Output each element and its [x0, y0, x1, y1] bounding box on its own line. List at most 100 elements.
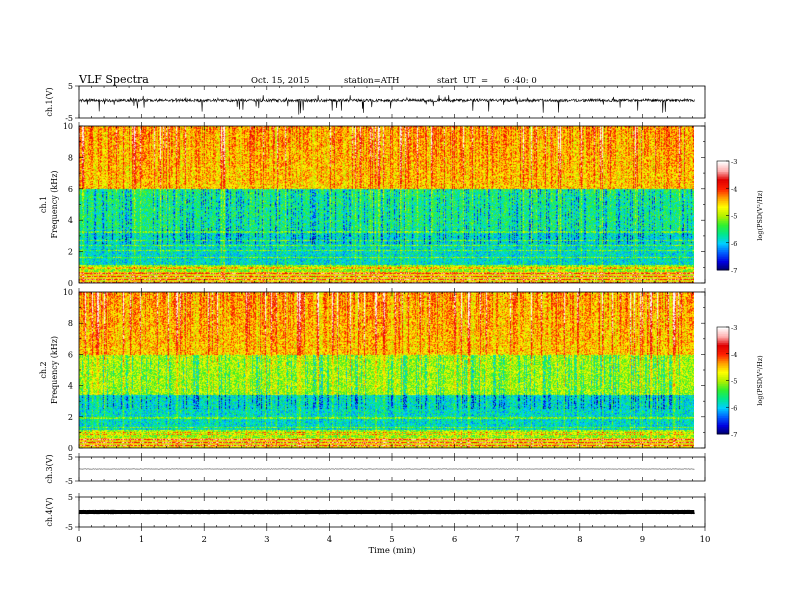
p-ch4-ytick-label: 5 [68, 493, 73, 502]
x-tick-label: 0 [76, 535, 81, 545]
p-ch3-ytick-label: -5 [65, 477, 73, 486]
station-label: station=ATH [344, 76, 399, 86]
p-s1-ytick-label: 6 [68, 185, 73, 194]
cb1-swatch [717, 239, 729, 242]
cb2-label: log(PSD(V²/Hz) [756, 355, 764, 406]
cb2-swatch [717, 389, 729, 392]
cb1-swatch [717, 219, 729, 222]
cb2-swatch [717, 421, 729, 424]
cb2-swatch [717, 344, 729, 348]
cb1-swatch [717, 162, 729, 166]
cb2-swatch [717, 376, 729, 380]
p-ch4-ylabel: ch.4(V) [45, 497, 54, 526]
ch1-waveform-panel: 5 -5 ch.1(V) [45, 82, 706, 123]
cb2-swatch [717, 366, 729, 369]
cb1-swatch [717, 220, 729, 224]
cb1-swatch [717, 237, 729, 240]
time-axis: 0 1 2 3 4 5 6 7 8 9 10 Time (min) [76, 122, 710, 556]
cb2-tick-label: -7 [731, 431, 737, 439]
cb1-swatch [717, 195, 729, 198]
cb1-swatch [717, 173, 729, 177]
cb2-swatch [717, 327, 729, 330]
cb2-swatch [717, 334, 729, 337]
p-s1-ytick-label: 10 [63, 122, 73, 131]
x-tick-label: 2 [201, 535, 206, 545]
cb2-swatch [717, 339, 729, 342]
cb2-swatch [717, 380, 729, 383]
p-ch1-ytick-label: 5 [68, 82, 73, 91]
cb1-swatch [717, 164, 729, 167]
ch4-waveform-panel: 5 -5 ch.4(V) [45, 493, 706, 532]
cb2-swatch [717, 430, 729, 433]
cb1-swatch [717, 175, 729, 178]
cb2-swatch [717, 419, 729, 423]
cb1-swatch [717, 255, 729, 258]
x-tick-label: 10 [700, 535, 711, 545]
cb2-swatch [717, 332, 729, 335]
cb2-swatch [717, 416, 729, 419]
cb1-swatch [717, 268, 729, 271]
cb1-swatch [717, 171, 729, 175]
cb2-swatch [717, 355, 729, 358]
cb2-swatch [717, 396, 729, 399]
cb1-swatch [717, 197, 729, 200]
cb1-swatch [717, 244, 729, 247]
start-label: start UT = [437, 76, 488, 86]
ch2-colorbar: -3 -4 -5 -6 -7 log(PSD(V²/Hz) [716, 324, 764, 439]
cb2-swatch [717, 353, 729, 357]
date-label: Oct. 15, 2015 [251, 76, 309, 86]
cb2-swatch [717, 369, 729, 373]
p-s2-ytick-label: 0 [68, 444, 73, 453]
cb2-swatch [717, 403, 729, 406]
cb1-swatch [717, 170, 729, 173]
cb2-swatch [717, 407, 729, 410]
cb2-swatch [717, 337, 729, 340]
cb2-tick-label: -5 [731, 378, 737, 386]
p-ch3-ytick-label: 5 [68, 453, 73, 462]
cb1-label: log(PSD(V²/Hz) [756, 190, 764, 241]
cb1-swatch [717, 186, 729, 189]
ch1-spectrogram-image [79, 126, 694, 283]
p-s1-channel-label: ch.1 [39, 196, 48, 213]
p-s1-ytick-label: 2 [68, 248, 73, 257]
p-s1-ytick-label: 8 [68, 153, 73, 162]
cb2-swatch [717, 351, 729, 355]
cb2-swatch [717, 360, 729, 364]
cb2-swatch [717, 405, 729, 408]
x-tick-label: 1 [139, 535, 144, 545]
cb1-swatch [717, 233, 729, 236]
cb1-swatch [717, 211, 729, 215]
cb1-swatch [717, 248, 729, 251]
cb2-swatch [717, 368, 729, 371]
cb1-tick-label: -4 [731, 185, 737, 193]
cb1-swatch [717, 250, 729, 253]
cb1-swatch [717, 251, 729, 255]
cb1-tick-label: -7 [731, 267, 737, 275]
x-tick-label: 4 [327, 535, 332, 545]
cb1-swatch [717, 230, 729, 233]
cb2-swatch [717, 328, 729, 332]
p-s2-channel-label: ch.2 [39, 361, 48, 378]
cb2-swatch [717, 387, 729, 390]
cb2-swatch [717, 343, 729, 346]
cb2-swatch [717, 428, 729, 431]
cb1-swatch [717, 224, 729, 227]
cb1-swatch [717, 199, 729, 202]
cb2-swatch [717, 348, 729, 351]
x-tick-label: 7 [514, 535, 519, 545]
cb1-swatch [717, 191, 729, 195]
cb1-swatch [717, 190, 729, 193]
cb1-tick-label: -3 [731, 158, 737, 166]
cb2-swatch [717, 378, 729, 381]
x-tick-label: 8 [577, 535, 582, 545]
cb2-tick-label: -4 [731, 351, 737, 359]
p-s2-ytick-label: 10 [63, 288, 73, 297]
cb1-swatch [717, 226, 729, 229]
ch2-spectrogram-panel: 0 2 4 6 8 10 ch.2 Frequency (kHz) [39, 288, 706, 453]
p-ch1-ytick-label: -5 [65, 114, 73, 123]
cb2-swatch [717, 392, 729, 396]
ch1-spectrogram-panel: 0 2 4 6 8 10 ch.1 Frequency (kHz) [39, 122, 706, 288]
p-s2-ytick-label: 2 [68, 413, 73, 422]
p-s2-ylabel: Frequency (kHz) [50, 336, 59, 404]
